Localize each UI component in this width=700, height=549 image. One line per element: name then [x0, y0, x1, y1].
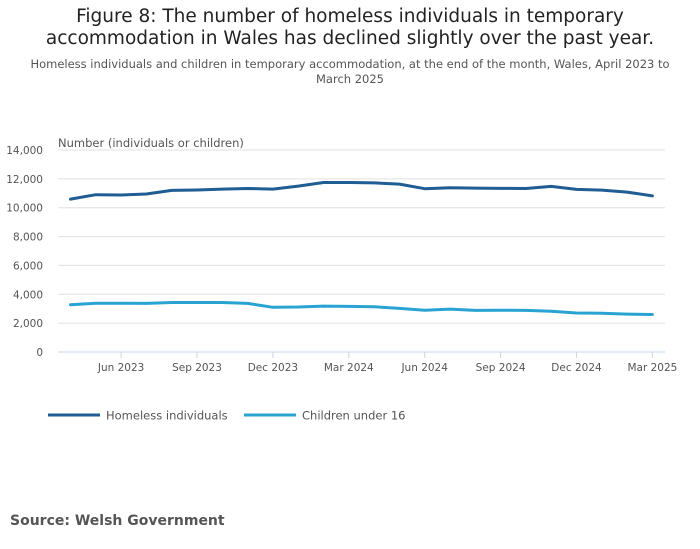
- x-tick-label: Jun 2023: [97, 362, 144, 374]
- series-line-children-under-16: [69, 301, 654, 316]
- y-tick-label: 8,000: [13, 232, 43, 244]
- y-tick-label: 2,000: [13, 318, 43, 330]
- y-tick-label: 6,000: [13, 260, 43, 272]
- legend-label: Homeless individuals: [106, 409, 228, 423]
- legend-item: Homeless individuals: [48, 409, 228, 423]
- y-tick-label: 4,000: [13, 289, 43, 301]
- x-tick-label: Sep 2023: [172, 362, 222, 374]
- chart-subtitle: Homeless individuals and children in tem…: [30, 57, 670, 86]
- x-tick-label: Mar 2024: [324, 362, 374, 374]
- x-tick-label: Mar 2025: [627, 362, 677, 374]
- x-tick-label: Dec 2024: [551, 362, 602, 374]
- y-tick-label: 12,000: [6, 174, 43, 186]
- x-tick-label: Jun 2024: [400, 362, 448, 374]
- y-tick-label: 14,000: [6, 145, 43, 157]
- y-tick-label: 0: [36, 347, 43, 359]
- legend-label: Children under 16: [302, 409, 405, 423]
- legend-item: Children under 16: [244, 409, 405, 423]
- x-tick-label: Sep 2024: [476, 362, 526, 374]
- y-axis-label: Number (individuals or children): [58, 136, 244, 150]
- chart-title: Figure 8: The number of homeless individ…: [45, 6, 655, 49]
- series-line-homeless-individuals: [69, 181, 654, 201]
- y-tick-label: 10,000: [6, 203, 43, 215]
- x-tick-label: Dec 2023: [248, 362, 298, 374]
- source-note: Source: Welsh Government: [10, 513, 225, 529]
